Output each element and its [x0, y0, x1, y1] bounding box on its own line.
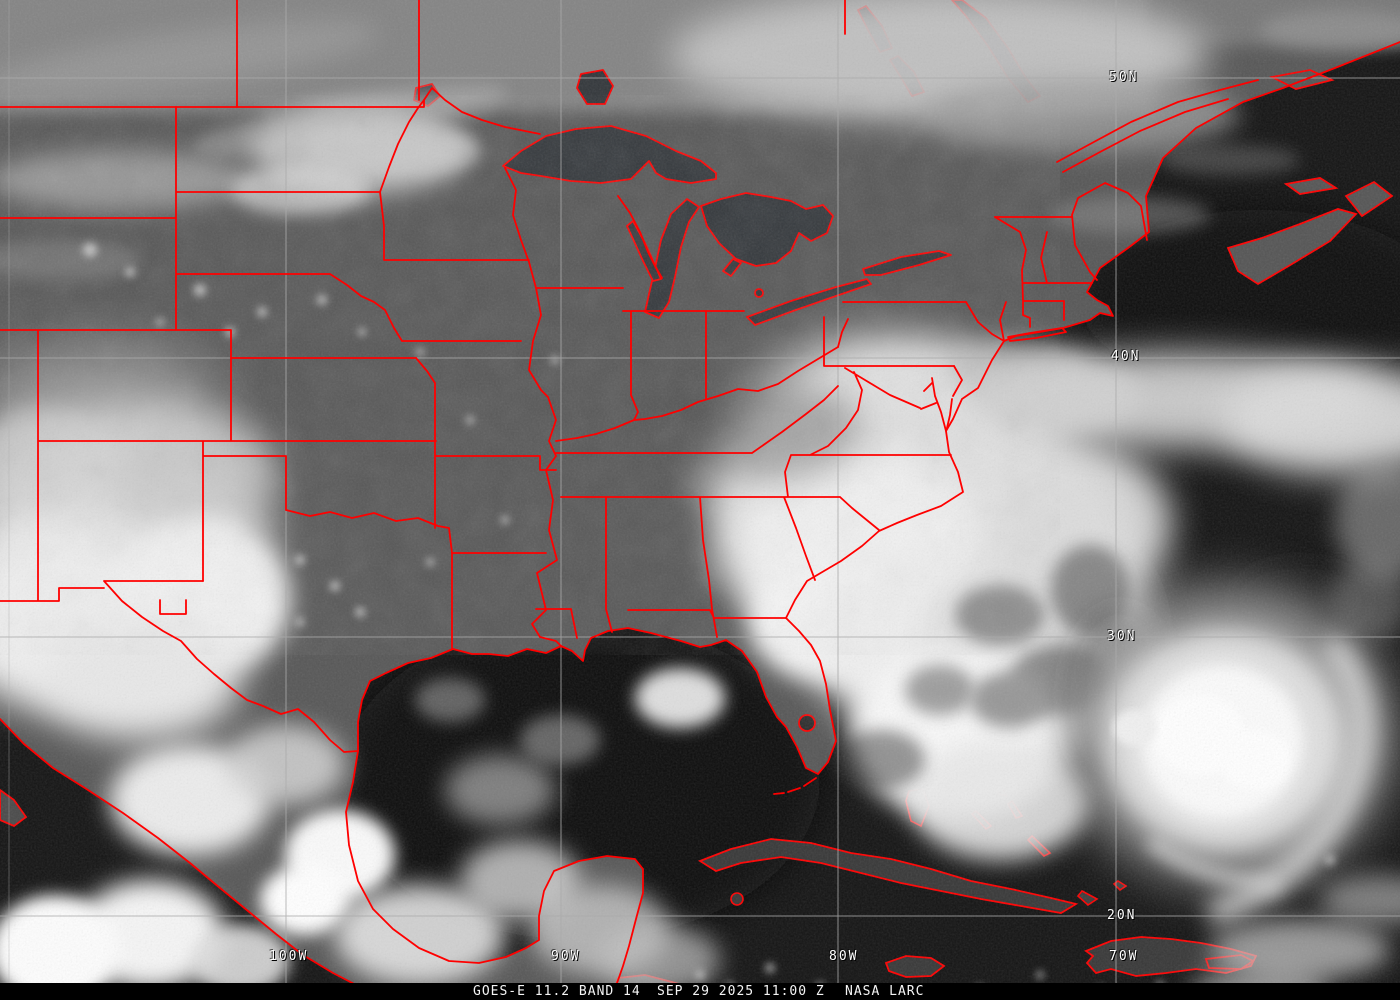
st-lawrence-gulf-coast: [1145, 41, 1400, 233]
st-lawrence-river: [1056, 79, 1259, 173]
lat-label-20n: 20N: [1107, 908, 1137, 923]
us-canada-border: [0, 87, 1073, 218]
atlantic-gulf-coastline: [345, 231, 1150, 987]
land-mottle-texture: [0, 95, 1060, 655]
lat-label-30n: 30N: [1107, 629, 1137, 644]
state-borders-midwest: [536, 195, 1005, 421]
state-borders-south: [451, 367, 952, 639]
florida-keys: [773, 777, 817, 795]
lon-label-80w: 80W: [829, 949, 859, 964]
canadian-province-borders: [236, 0, 846, 108]
state-borders-west: [0, 99, 530, 650]
lon-label-100w: 100W: [269, 949, 309, 964]
mississippi-river: [435, 167, 562, 647]
chesapeake-bay-detail: [920, 365, 963, 432]
lon-label-90w: 90W: [551, 949, 581, 964]
caption-bar: GOES-E 11.2 BAND 14 SEP 29 2025 11:00 Z …: [0, 983, 1400, 1000]
caption-product: GOES-E 11.2 BAND 14: [473, 984, 641, 999]
state-borders-northeast: [994, 182, 1148, 328]
lat-label-50n: 50N: [1109, 70, 1139, 85]
lon-label-70w: 70W: [1109, 949, 1139, 964]
ohio-river: [555, 346, 839, 442]
hudson-river: [999, 301, 1007, 342]
caption-credit: NASA LARC: [845, 984, 925, 999]
pacific-coastline: [0, 718, 389, 1000]
rio-grande-border: [103, 580, 359, 753]
long-island: [1007, 327, 1067, 342]
caption-timestamp: SEP 29 2025 11:00 Z: [657, 984, 825, 999]
lat-label-40n: 40N: [1111, 349, 1141, 364]
